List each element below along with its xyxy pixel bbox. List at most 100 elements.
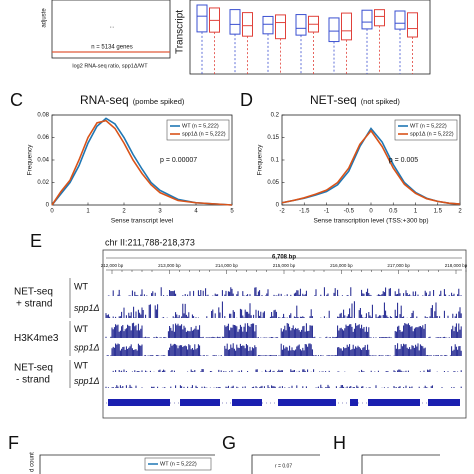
legend-box: [166, 119, 230, 141]
dots: ··: [110, 24, 115, 31]
x-tick-label: 3: [158, 209, 162, 215]
group-label: H3K4me3: [14, 333, 59, 344]
left-note: n = 5134 genes: [91, 45, 133, 51]
x-tick-label: 1.5: [434, 209, 443, 215]
track-label: spp1Δ: [74, 303, 100, 313]
gene: [108, 399, 170, 406]
y-tick-label: 0.2: [271, 113, 280, 119]
box: [407, 12, 418, 38]
series-line: [281, 129, 461, 205]
x-tick-label: 1: [86, 209, 90, 215]
x-tick-label: 4: [194, 209, 198, 215]
span-label: 6,708 bp: [272, 255, 296, 261]
left-xlabel: log2 RNA-seq ratio, spp1Δ/WT: [72, 63, 148, 69]
panel-letter: D: [240, 90, 253, 110]
ruler-tick-label: 213,000 bp: [158, 263, 181, 268]
f-legend-box: [144, 457, 212, 471]
left-ylabel: adjuste: [42, 8, 48, 28]
right-plot-frame: [189, 0, 431, 75]
legend-text: WT (n = 5,222): [182, 123, 219, 129]
series-line: [51, 119, 233, 206]
track-label: WT: [74, 281, 88, 291]
f-axes: [39, 454, 215, 474]
y-axis-label: Frequency: [257, 144, 264, 175]
box: [295, 14, 307, 36]
x-tick-label: -2: [279, 209, 285, 215]
group-label: NET-seq: [14, 363, 53, 374]
f-legend-text: WT (n = 5,222): [160, 461, 197, 467]
track-signal: [105, 322, 462, 338]
x-tick-label: -1.5: [299, 209, 310, 215]
track-label: spp1Δ: [74, 376, 100, 386]
ruler-tick-label: 214,000 bp: [215, 263, 238, 268]
right-ylabel: Transcript: [175, 10, 186, 54]
x-tick-label: -1: [324, 209, 330, 215]
y-tick-label: 0.05: [267, 180, 279, 186]
y-tick-label: 0.1: [271, 158, 280, 164]
x-tick-label: 2: [122, 209, 126, 215]
panel-letter: C: [10, 90, 23, 110]
gene: [428, 399, 460, 406]
box: [394, 10, 406, 30]
box: [361, 9, 373, 30]
track-signal: [106, 343, 462, 356]
annotation: p = 0.005: [389, 157, 418, 164]
charts: C RNA-seq (pombe spiked) 0 1 2 3 4 5 0 0.02 0.04 0.0…: [10, 90, 462, 225]
box: [328, 17, 340, 43]
y-axis-label: Frequency: [27, 144, 34, 175]
gene: [278, 399, 336, 406]
track-label: spp1Δ: [74, 342, 100, 352]
y-tick-label: 0.02: [37, 180, 49, 186]
ruler-tick-label: 217,000 bp: [387, 263, 410, 268]
box: [341, 12, 352, 41]
chart-title: NET-seq: [310, 93, 357, 107]
chart-subtitle: (not spiked): [361, 97, 401, 106]
track-label: WT: [74, 324, 88, 334]
x-tick-label: 2: [458, 209, 462, 215]
g-axes: [251, 454, 320, 474]
y-tick-label: 0.04: [37, 158, 49, 164]
y-tick-label: 0: [46, 203, 50, 209]
box: [262, 15, 274, 35]
ruler-tick-label: 218,000 bp: [445, 263, 468, 268]
panel-letter: H: [333, 433, 346, 453]
legend-box: [394, 119, 458, 141]
chart-title: RNA-seq: [80, 93, 129, 107]
ruler-tick-label: 212,000 bp: [101, 263, 124, 268]
panel-letter: F: [8, 433, 19, 453]
x-tick-label: 1: [414, 209, 418, 215]
g-note: r = 0.07: [275, 463, 292, 469]
y-tick-label: 0.15: [267, 135, 279, 141]
box-plots: [196, 4, 418, 74]
x-tick-label: 0.5: [389, 209, 398, 215]
x-tick-label: 0: [369, 209, 373, 215]
y-tick-label: 0.06: [37, 135, 49, 141]
gene: [232, 399, 262, 406]
box: [374, 9, 385, 27]
x-axis-label: Sense transcript level: [111, 218, 174, 225]
box: [196, 4, 208, 33]
track-signal: [105, 301, 462, 318]
annotation: p = 0.00007: [160, 157, 197, 164]
box: [275, 14, 286, 40]
panel-letter: G: [222, 433, 236, 453]
x-tick-label: -0.5: [344, 209, 355, 215]
track-label: WT: [74, 360, 88, 370]
bottom-panels: F d count WT (n = 5,222) G r = 0.07 H: [8, 433, 440, 474]
f-ylabel: d count: [30, 452, 36, 472]
gene: [350, 399, 358, 406]
ruler-tick-label: 216,000 bp: [330, 263, 353, 268]
track-signal: [107, 287, 462, 296]
group-sublabel: + strand: [16, 299, 52, 310]
gene: [368, 399, 420, 406]
panel-letter: E: [30, 231, 42, 251]
h-axes: [361, 454, 440, 474]
track-signal: [105, 384, 462, 388]
group-sublabel: - strand: [16, 375, 50, 386]
genome-browser: E chr II:211,788-218,373 6,708 bp 212,000…: [14, 231, 468, 419]
legend-text: spp1Δ (n = 5,222): [410, 131, 454, 137]
ruler-tick-label: 215,000 bp: [273, 263, 296, 268]
y-tick-label: 0.08: [37, 113, 49, 119]
legend-text: WT (n = 5,222): [410, 123, 447, 129]
